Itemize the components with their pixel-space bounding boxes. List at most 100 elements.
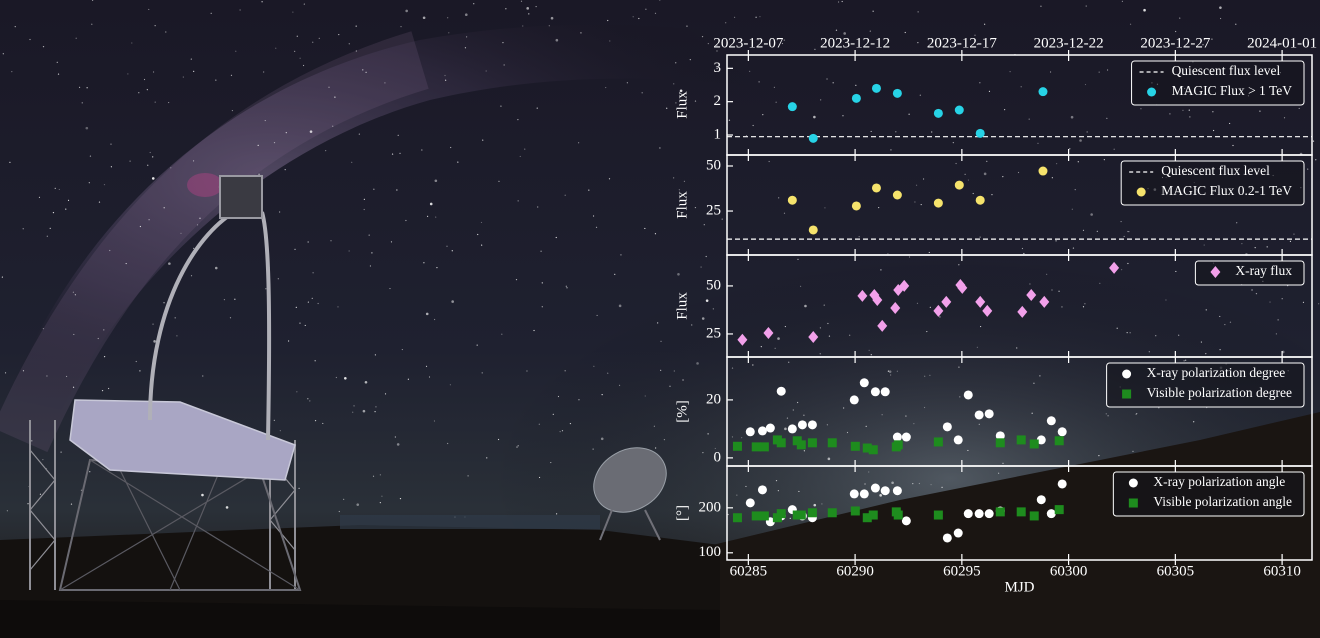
star [405,9,408,13]
star [896,370,898,372]
legend: X-ray flux [1194,260,1305,286]
star [1203,244,1205,246]
star [1212,111,1214,113]
star [485,70,487,72]
star [307,398,309,400]
star [448,32,450,34]
star [564,370,566,372]
data-point [851,201,861,211]
legend-swatch [1122,369,1132,379]
star [397,134,399,136]
star [261,1,263,3]
star [1121,0,1123,2]
star [958,264,960,266]
star [379,502,381,504]
data-point [868,445,878,455]
star [1188,109,1190,111]
star [80,489,83,491]
star [1082,229,1085,231]
data-point [975,128,985,138]
star [362,409,366,413]
star [890,374,892,376]
star [813,115,816,119]
data-point [957,281,968,294]
star [941,486,943,488]
data-point [850,441,860,451]
data-point [808,225,818,235]
data-point [787,195,797,205]
star [979,236,981,238]
y-tick-label: 50 [706,157,721,173]
star [364,380,368,384]
star [294,50,296,53]
star [229,317,232,319]
data-point [933,304,944,317]
data-point [796,510,806,520]
data-point [765,423,775,433]
star [277,278,279,280]
star [435,216,437,218]
star [31,440,33,442]
data-point [827,508,837,518]
star [593,365,595,367]
star [1205,353,1207,355]
star [503,64,505,66]
data-point [1016,507,1026,517]
star [399,498,402,500]
star [1200,341,1202,343]
star [1269,301,1271,303]
star [335,376,337,379]
star [1266,246,1268,248]
star [500,105,502,107]
data-point [850,506,860,516]
star [1298,107,1300,110]
star [88,182,90,184]
star [880,269,882,271]
star [728,119,731,121]
data-point [776,509,786,519]
star [749,70,751,72]
star [998,472,1000,474]
star [548,25,550,27]
star [823,304,825,306]
star [1120,220,1122,223]
star [700,266,702,268]
panel-frame [726,465,1313,561]
legend-box [1194,260,1305,286]
star [477,233,479,236]
star [673,370,675,372]
star [660,369,662,371]
star [515,278,518,281]
data-point [862,513,872,523]
star [1090,213,1093,216]
star [592,215,595,217]
star [526,7,530,10]
star [1229,321,1232,323]
data-point [787,424,797,434]
star [618,304,622,308]
star [1120,269,1123,271]
star [356,503,360,506]
star [1219,349,1221,351]
data-point [859,489,869,499]
star [1293,233,1295,235]
star [148,8,150,11]
panel: Flux 25 50 X-ray flux [674,254,1313,358]
star [939,316,941,318]
star [401,348,403,351]
star [855,84,857,86]
x-tick-label: 60285 [730,563,768,579]
star [22,228,24,230]
star [783,39,785,41]
star [675,62,677,64]
star [57,73,60,75]
star [73,333,75,336]
star [736,494,738,496]
star [926,330,928,333]
star [654,12,657,14]
star [74,294,76,296]
star [295,306,297,309]
star [645,8,647,10]
star [774,347,776,349]
